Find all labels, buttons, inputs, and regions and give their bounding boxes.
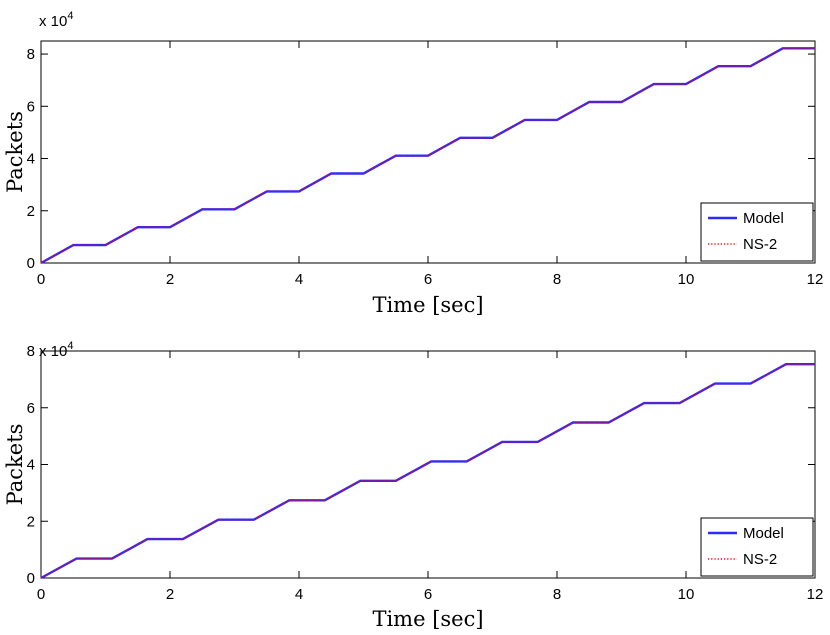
y-tick-label: 8 xyxy=(27,343,35,360)
x-tick-label: 4 xyxy=(295,586,303,603)
y-multiplier-base: x 10 xyxy=(39,13,67,30)
x-tick-label: 12 xyxy=(807,271,824,288)
x-tick-label: 6 xyxy=(424,271,432,288)
y-multiplier-label: x 104 xyxy=(39,340,73,360)
x-tick-label: 8 xyxy=(553,586,561,603)
y-multiplier-label: x 104 xyxy=(39,10,73,30)
plot-area-frame xyxy=(40,40,816,264)
y-tick-label: 4 xyxy=(27,457,35,474)
y-tick-label: 2 xyxy=(27,203,35,220)
x-tick-label: 6 xyxy=(424,586,432,603)
legend: Model NS-2 xyxy=(700,517,814,577)
legend-label: Model xyxy=(743,210,784,227)
x-tick-label: 10 xyxy=(678,271,695,288)
y-tick-label: 0 xyxy=(27,570,35,587)
x-tick-label: 2 xyxy=(166,271,174,288)
x-tick-label: 2 xyxy=(166,586,174,603)
legend-label: Model xyxy=(743,525,784,542)
y-tick-label: 2 xyxy=(27,513,35,530)
x-tick-label: 0 xyxy=(37,586,45,603)
legend-label: NS-2 xyxy=(743,551,777,568)
x-axis-label: Time [sec] xyxy=(372,293,483,317)
y-tick-label: 6 xyxy=(27,98,35,115)
x-tick-label: 10 xyxy=(678,586,695,603)
legend-box xyxy=(700,517,814,577)
legend-box xyxy=(700,202,814,262)
x-tick-label: 4 xyxy=(295,271,303,288)
legend: Model NS-2 xyxy=(700,202,814,262)
y-axis-label: Packets xyxy=(3,111,27,193)
legend-label: NS-2 xyxy=(743,236,777,253)
series-line-ns-2 xyxy=(40,363,815,579)
y-tick-label: 6 xyxy=(27,400,35,417)
x-tick-label: 12 xyxy=(807,586,824,603)
y-multiplier-exponent: 4 xyxy=(67,340,73,352)
y-multiplier-base: x 10 xyxy=(39,343,67,360)
series-line-ns-2 xyxy=(40,47,815,264)
x-tick-label: 8 xyxy=(553,271,561,288)
y-tick-label: 4 xyxy=(27,151,35,168)
y-tick-label: 8 xyxy=(27,46,35,63)
x-tick-label: 0 xyxy=(37,271,45,288)
x-axis-label: Time [sec] xyxy=(372,607,483,631)
y-multiplier-exponent: 4 xyxy=(67,10,73,22)
y-axis-label: Packets xyxy=(3,424,27,506)
y-tick-label: 0 xyxy=(27,255,35,272)
